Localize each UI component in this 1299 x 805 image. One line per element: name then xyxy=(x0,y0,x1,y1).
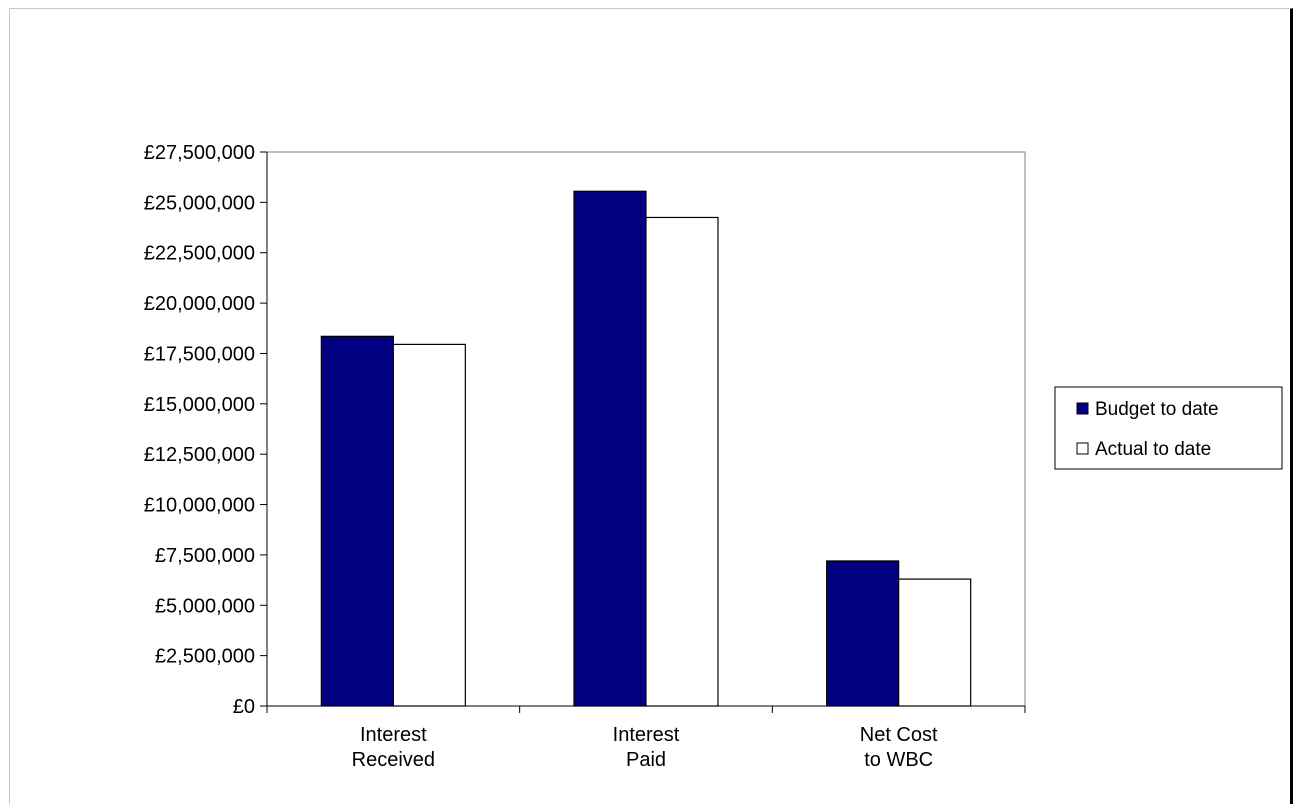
y-tick-label: £25,000,000 xyxy=(144,192,255,214)
bars xyxy=(320,190,972,707)
y-tick-label: £2,500,000 xyxy=(155,646,255,668)
y-tick-label: £20,000,000 xyxy=(144,293,255,315)
x-category-label: Interest xyxy=(360,724,427,746)
x-category-label: Received xyxy=(352,749,435,771)
legend-label-budget: Budget to date xyxy=(1095,399,1219,420)
legend-box xyxy=(1054,386,1283,470)
bar-budget-0 xyxy=(320,335,394,707)
bar-actual-1 xyxy=(645,216,719,707)
bar-budget-2 xyxy=(826,560,900,707)
x-category-label: to WBC xyxy=(864,749,933,771)
x-category-label: Interest xyxy=(613,724,680,746)
bar-budget-1 xyxy=(573,190,647,707)
y-tick-label: £15,000,000 xyxy=(144,394,255,416)
y-tick-label: £12,500,000 xyxy=(144,444,255,466)
y-tick-label: £17,500,000 xyxy=(144,343,255,365)
x-category-label: Paid xyxy=(626,749,666,771)
y-tick-label: £0 xyxy=(233,696,255,718)
y-tick-label: £27,500,000 xyxy=(144,142,255,164)
y-tick-label: £10,000,000 xyxy=(144,495,255,517)
bar-actual-2 xyxy=(898,578,972,707)
bar-actual-0 xyxy=(392,343,466,707)
legend: Budget to date Actual to date xyxy=(1054,386,1283,470)
y-tick-label: £5,000,000 xyxy=(155,595,255,617)
legend-label-actual: Actual to date xyxy=(1095,439,1211,460)
x-category-label: Net Cost xyxy=(860,724,938,746)
chart-area: £0 £2,500,000 £5,000,000 £7,500,000 £10,000,… xyxy=(9,8,1293,804)
y-axis: £0 £2,500,000 £5,000,000 £7,500,000 £10,000,… xyxy=(144,142,268,718)
legend-swatch-budget xyxy=(1076,402,1089,415)
legend-swatch-actual xyxy=(1076,442,1089,455)
y-tick-label: £7,500,000 xyxy=(155,545,255,567)
x-axis: Interest Received Interest Paid Net Cost to W… xyxy=(266,705,1026,771)
y-tick-label: £22,500,000 xyxy=(144,243,255,265)
bar-chart: £0 £2,500,000 £5,000,000 £7,500,000 £10,000,… xyxy=(144,142,1283,771)
